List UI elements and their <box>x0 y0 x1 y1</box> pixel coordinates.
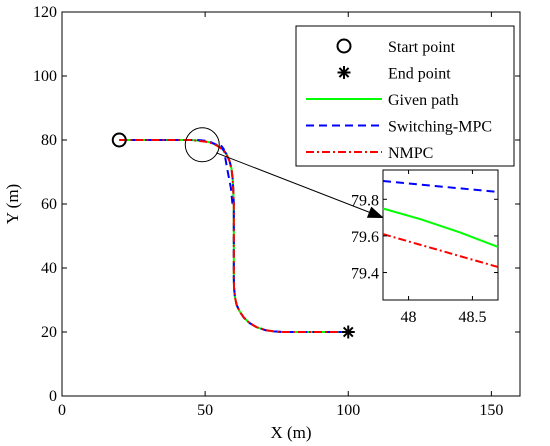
x-tick-label: 100 <box>336 402 360 419</box>
x-tick-label: 150 <box>479 402 503 419</box>
y-tick-label: 0 <box>49 388 57 405</box>
legend-swatch-start-point <box>336 38 352 54</box>
zoom-circle <box>184 127 220 163</box>
series-line-switching-mpc <box>119 139 349 333</box>
series-line-nmpc <box>119 139 349 333</box>
legend-label-nmpc: NMPC <box>388 145 433 162</box>
legend-item-nmpc: NMPC <box>306 145 433 162</box>
y-tick-label: 80 <box>41 132 57 149</box>
zoom-arrow <box>216 152 385 219</box>
legend-label-switching-mpc: Switching-MPC <box>388 119 492 136</box>
main-axes: 0 50 100 150 0 20 40 60 80 100 120 X (m) Y (m) <box>3 4 521 442</box>
inset-y-tick-label: 79.8 <box>351 192 379 209</box>
inset-series-layer <box>382 180 499 268</box>
legend-swatch-end-point <box>337 66 351 79</box>
marker-layer <box>111 132 355 339</box>
inset-line-nmpc <box>382 233 499 268</box>
x-tick-label: 50 <box>197 402 213 419</box>
inset-line-switching-mpc <box>382 180 499 193</box>
legend-item-end-point: End point <box>337 66 451 83</box>
zoom-inset: 48 48.5 79.4 79.6 79.8 <box>351 169 499 326</box>
y-tick-label: 60 <box>41 196 57 213</box>
inset-x-ticks: 48 48.5 <box>401 170 486 326</box>
legend-label-start-point: Start point <box>388 39 456 56</box>
inset-frame <box>382 169 499 301</box>
series-layer <box>119 139 349 333</box>
legend: Start point End point Given path Switching-… <box>295 25 515 167</box>
legend-label-end-point: End point <box>388 66 451 83</box>
y-axis-label: Y (m) <box>3 184 22 224</box>
legend-item-switching-mpc: Switching-MPC <box>306 119 492 136</box>
end-point-marker <box>341 325 355 339</box>
legend-label-given-path: Given path <box>388 92 459 109</box>
inset-y-tick-label: 79.4 <box>351 266 379 283</box>
start-point-marker <box>111 132 127 148</box>
y-axis-ticks: 0 20 40 60 80 100 120 <box>33 4 520 405</box>
inset-x-tick-label: 48 <box>401 309 417 326</box>
inset-line-given-path <box>382 207 499 248</box>
inset-y-ticks: 79.4 79.6 79.8 <box>351 192 498 283</box>
inset-y-tick-label: 79.6 <box>351 229 379 246</box>
y-tick-label: 40 <box>41 260 57 277</box>
x-tick-label: 0 <box>58 402 66 419</box>
x-axis-ticks: 0 50 100 150 <box>58 12 503 419</box>
x-axis-label: X (m) <box>270 423 311 442</box>
legend-box <box>295 25 515 167</box>
y-tick-label: 100 <box>33 68 57 85</box>
y-tick-label: 20 <box>41 324 57 341</box>
y-tick-label: 120 <box>33 4 57 21</box>
series-line-switching-mpc-branch <box>220 144 234 206</box>
inset-x-tick-label: 48.5 <box>458 309 486 326</box>
legend-item-given-path: Given path <box>306 92 459 109</box>
legend-item-start-point: Start point <box>336 38 456 56</box>
